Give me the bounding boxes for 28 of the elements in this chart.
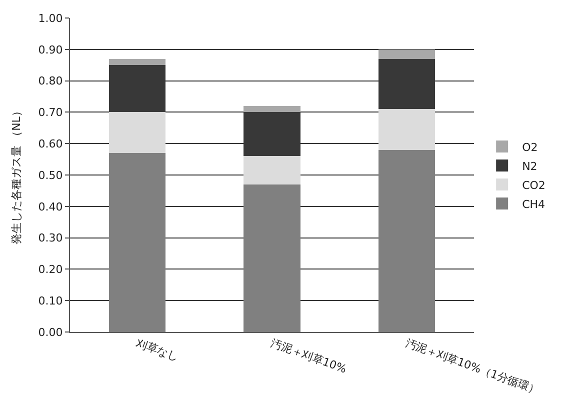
bar <box>109 58 166 66</box>
bar <box>244 156 300 184</box>
legend-label: N2 <box>522 160 538 173</box>
y-tick-label: 0.20 <box>38 263 63 276</box>
x-tick-label: 刈草なし <box>133 336 180 364</box>
y-tick-label: 0.30 <box>38 232 63 245</box>
x-tick-label: 汚泥＋刈草10%（1分循環） <box>404 336 542 398</box>
y-tick-label: 0.70 <box>38 106 63 120</box>
y-tick-label: 0.10 <box>38 294 63 308</box>
bar <box>109 112 166 154</box>
bar <box>244 184 300 332</box>
bar <box>244 106 300 112</box>
legend-label: O2 <box>522 140 538 154</box>
y-axis-title: 発生した各種ガス量 （NL） <box>10 106 23 244</box>
x-tick-label: 汚泥＋刈草10% <box>269 336 348 376</box>
bar <box>378 109 435 150</box>
legend-label: CH4 <box>522 198 546 211</box>
bar <box>109 153 166 332</box>
bar <box>378 150 435 332</box>
y-tick-label: 0.60 <box>38 137 63 150</box>
y-tick-label: 1.00 <box>38 12 63 25</box>
y-tick-label: 0.00 <box>38 326 63 339</box>
legend-label: CO2 <box>522 178 546 192</box>
y-tick-label: 0.40 <box>38 200 63 214</box>
bar <box>378 49 435 59</box>
y-tick-label: 0.50 <box>38 168 63 182</box>
y-tick-label: 0.80 <box>38 74 63 88</box>
y-tick-label: 0.90 <box>38 43 63 56</box>
